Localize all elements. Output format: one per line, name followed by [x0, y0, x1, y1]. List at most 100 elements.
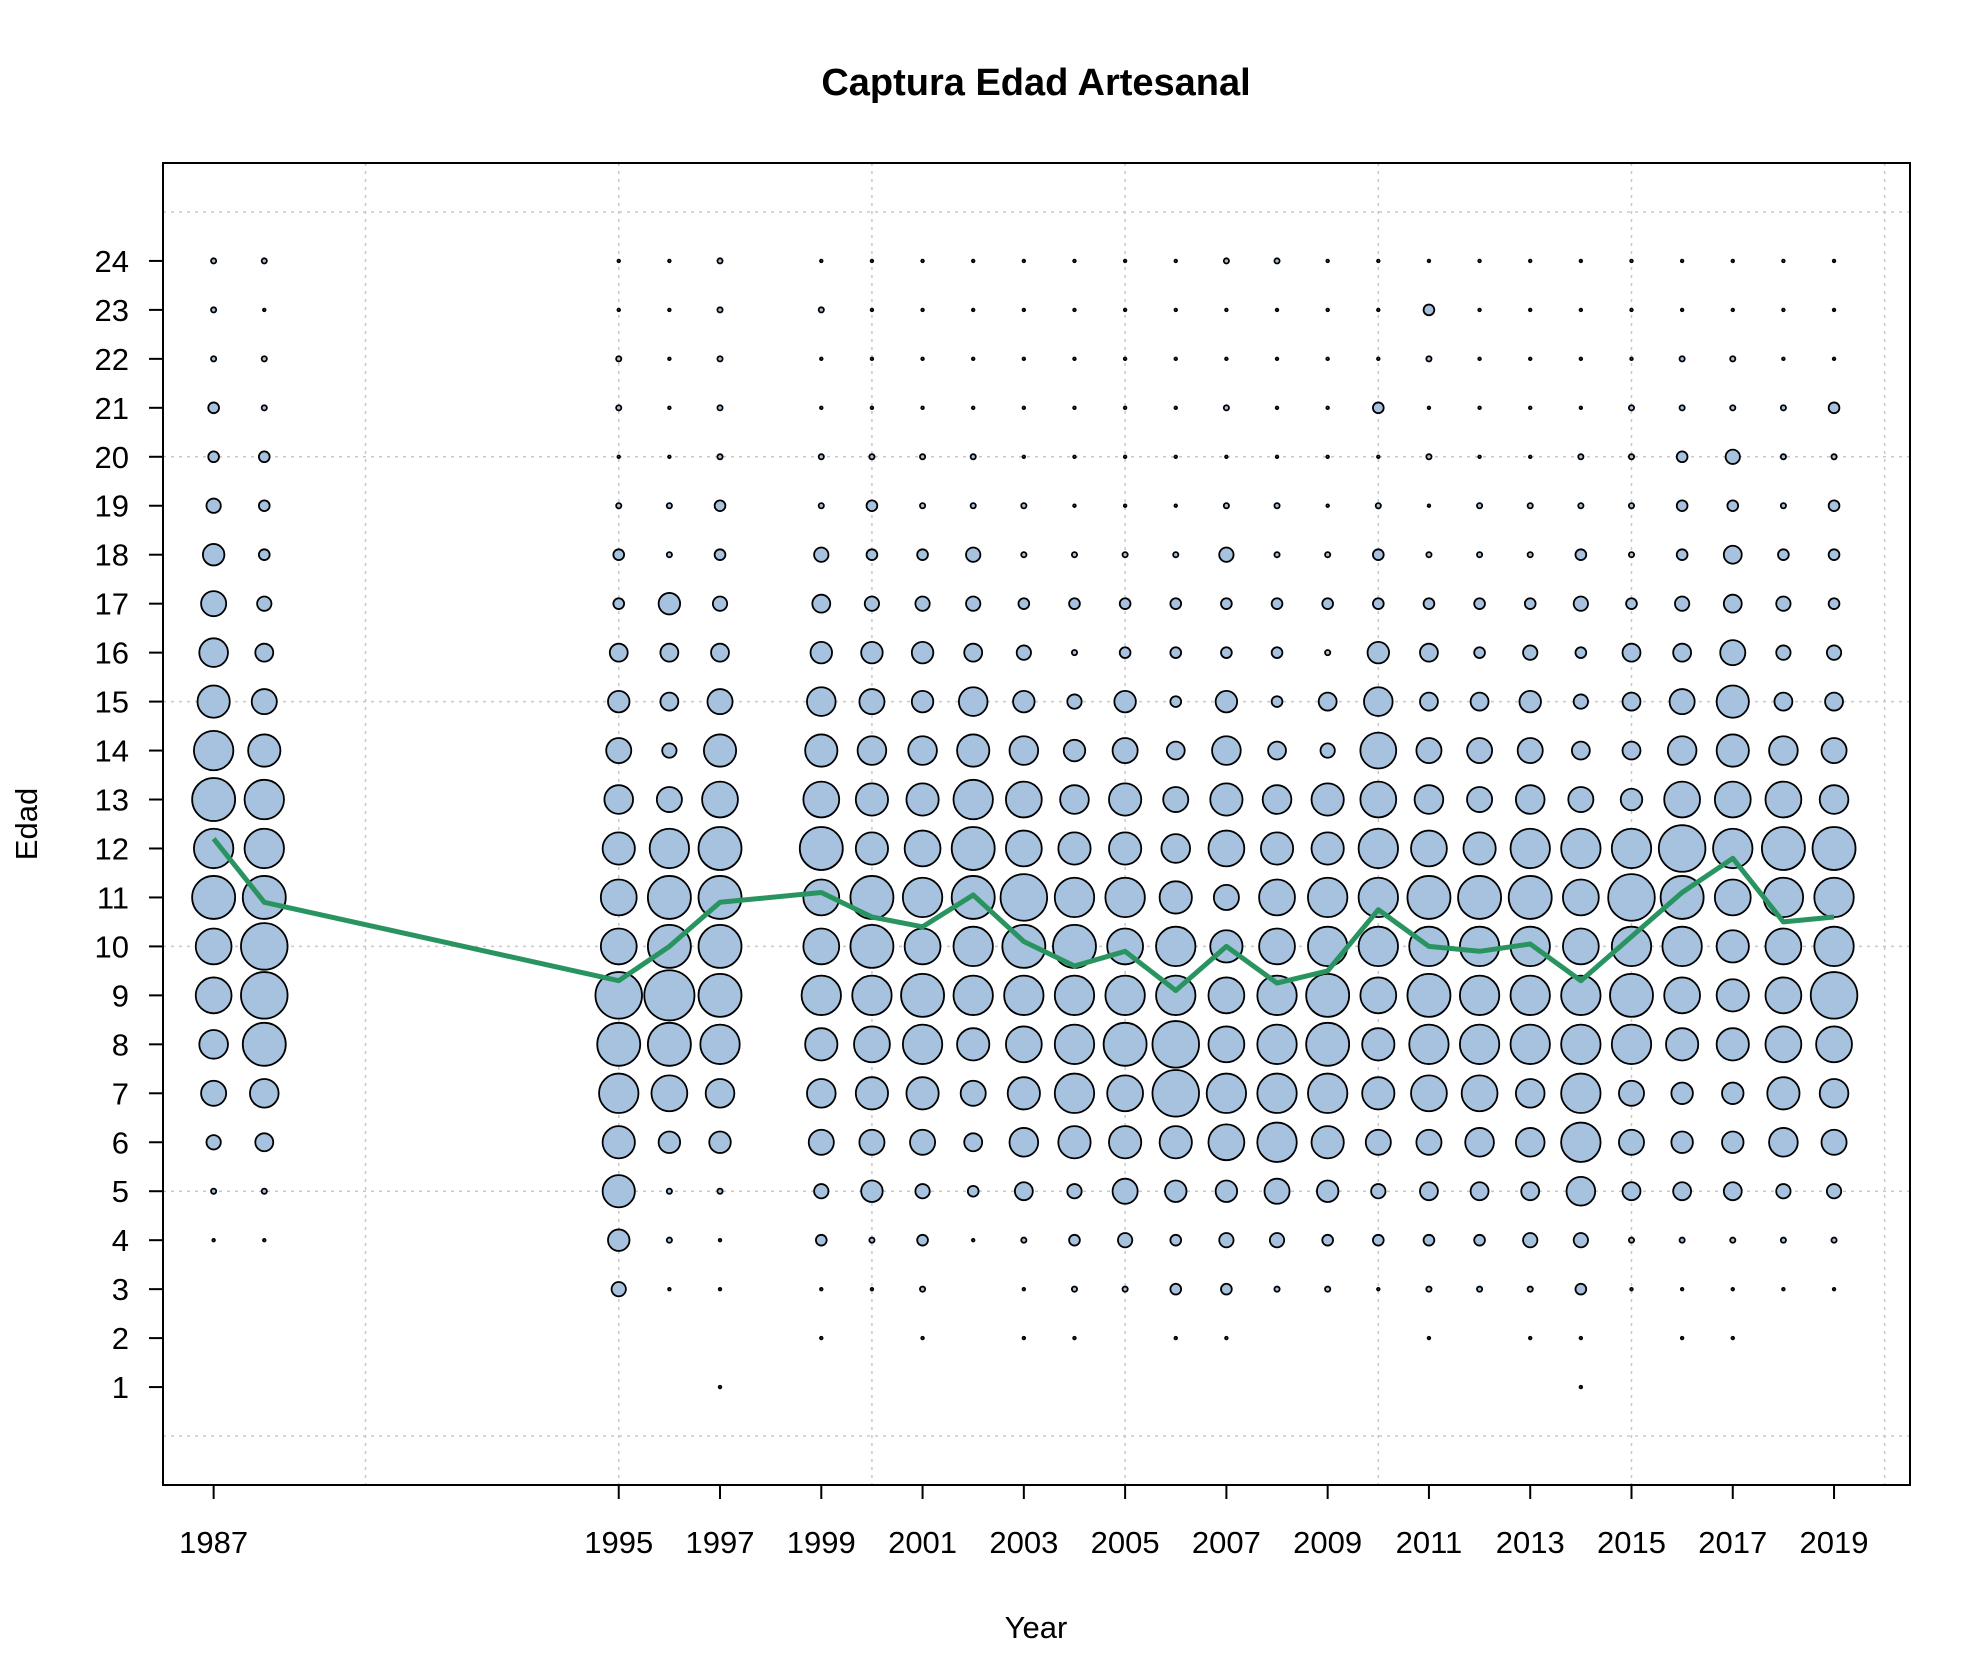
bubble-2014-age-13: [1567, 786, 1595, 813]
bubble-2015-age-21: [1627, 404, 1635, 412]
bubble-1997-age-18: [713, 548, 727, 561]
bubble-2017-age-12: [1712, 827, 1754, 870]
bubble-2015-age-19: [1627, 502, 1635, 510]
bubble-2014-age-1: [1578, 1384, 1584, 1390]
bubble-1987-age-16: [198, 637, 229, 668]
bubble-2003-age-21: [1021, 405, 1027, 411]
plot-frame: [162, 162, 1911, 1486]
bubble-2011-age-18: [1425, 551, 1433, 559]
bubble-2005-age-13: [1108, 782, 1143, 817]
bubble-1987-age-7: [200, 1079, 228, 1107]
bubble-2001-age-15: [910, 689, 935, 714]
bubble-1997-age-14: [702, 733, 738, 768]
bubble-2016-age-15: [1668, 688, 1696, 716]
bubble-2018-age-11: [1762, 876, 1805, 919]
bubble-2009-age-8: [1305, 1021, 1351, 1067]
bubble-1995-age-7: [598, 1072, 640, 1114]
bubble-2003-age-13: [1005, 780, 1043, 819]
x-tick-label: 2013: [1496, 1525, 1565, 1560]
bubble-2008-age-18: [1273, 551, 1281, 559]
bubble-2001-age-20: [919, 453, 927, 461]
bubble-2001-age-22: [920, 356, 925, 362]
bubble-2001-age-12: [903, 829, 942, 868]
bubble-2013-age-22: [1528, 356, 1533, 362]
bubble-1997-age-13: [701, 780, 739, 819]
bubble-2009-age-23: [1325, 307, 1330, 313]
bubble-1996-age-15: [659, 691, 680, 712]
bubble-2014-age-8: [1560, 1023, 1602, 1065]
bubble-1997-age-4: [717, 1237, 723, 1243]
bubble-1999-age-2: [819, 1335, 824, 1341]
bubble-2010-age-23: [1376, 307, 1381, 313]
bubble-2008-age-20: [1274, 454, 1280, 459]
bubble-2008-age-12: [1259, 831, 1295, 866]
bubble-2005-age-23: [1122, 307, 1128, 313]
bubble-2003-age-15: [1012, 689, 1036, 714]
bubble-2008-age-16: [1270, 646, 1284, 659]
bubble-2006-age-22: [1173, 356, 1178, 362]
bubble-2003-age-14: [1008, 735, 1040, 766]
bubble-2010-age-6: [1364, 1128, 1392, 1156]
bubble-2006-age-14: [1165, 740, 1186, 761]
bubble-2001-age-18: [916, 548, 929, 561]
bubble-2000-age-23: [869, 307, 875, 313]
bubble-2005-age-8: [1102, 1021, 1148, 1067]
bubble-2002-age-13: [952, 778, 994, 821]
bubble-2019-age-9: [1809, 971, 1859, 1020]
bubble-2000-age-5: [860, 1179, 884, 1203]
bubble-2010-age-8: [1361, 1027, 1396, 1062]
bubble-2001-age-14: [907, 735, 938, 766]
bubble-2014-age-5: [1565, 1175, 1597, 1207]
bubble-2004-age-18: [1070, 551, 1078, 559]
bubble-2003-age-9: [1003, 974, 1045, 1016]
bubble-1995-age-12: [601, 831, 636, 866]
bubble-1999-age-23: [817, 306, 825, 314]
bubble-2003-age-8: [1005, 1025, 1043, 1064]
bubble-1996-age-19: [665, 502, 673, 510]
bubble-2011-age-7: [1410, 1074, 1448, 1113]
bubble-2000-age-13: [854, 782, 889, 817]
x-axis: 1987 1995 1997 1999 2001 2003 2005 2007 2009 2011…: [179, 1485, 1869, 1560]
bubble-1987-age-13: [191, 777, 237, 822]
bubble-1999-age-15: [806, 686, 837, 717]
bubble-2001-age-11: [901, 876, 944, 919]
bubble-2012-age-6: [1464, 1127, 1495, 1158]
bubble-2009-age-4: [1321, 1233, 1334, 1247]
bubble-1988-age-8: [241, 1021, 287, 1067]
bubble-2005-age-17: [1118, 597, 1132, 610]
bubble-2000-age-24: [869, 258, 875, 264]
y-tick-label: 21: [95, 391, 129, 426]
bubble-2017-age-15: [1715, 684, 1750, 719]
bubble-2006-age-15: [1169, 695, 1183, 708]
bubble-1987-age-5: [210, 1187, 218, 1195]
bubble-1987-age-24: [210, 257, 218, 265]
bubble-2019-age-21: [1827, 401, 1841, 415]
bubble-2014-age-2: [1578, 1335, 1584, 1341]
x-tick-label: 2005: [1091, 1525, 1160, 1560]
bubble-1997-age-11: [697, 875, 743, 920]
bubble-2019-age-20: [1830, 453, 1838, 461]
bubble-2014-age-24: [1578, 258, 1584, 264]
bubble-1988-age-10: [240, 922, 289, 971]
bubble-2013-age-23: [1528, 307, 1533, 313]
bubble-2012-age-23: [1477, 307, 1482, 313]
bubble-2004-age-4: [1068, 1233, 1081, 1247]
bubble-2002-age-19: [969, 502, 977, 510]
bubble-2016-age-12: [1657, 824, 1707, 873]
bubble-2007-age-16: [1220, 646, 1233, 659]
bubble-2012-age-11: [1457, 875, 1502, 920]
bubble-1987-age-10: [194, 927, 233, 966]
bubble-2017-age-23: [1730, 307, 1735, 313]
bubble-2009-age-15: [1317, 691, 1338, 712]
bubble-2016-age-7: [1670, 1081, 1694, 1105]
bubble-2015-age-15: [1621, 691, 1642, 712]
bubble-2006-age-4: [1169, 1233, 1183, 1247]
bubble-1987-age-15: [196, 684, 231, 719]
bubble-2011-age-4: [1422, 1233, 1436, 1247]
bubble-2012-age-13: [1466, 786, 1494, 813]
bubble-2018-age-10: [1764, 927, 1803, 966]
bubble-2005-age-9: [1104, 974, 1146, 1016]
bubble-2009-age-7: [1307, 1072, 1349, 1114]
bubble-2017-age-4: [1729, 1236, 1737, 1244]
bubble-2015-age-13: [1619, 787, 1644, 812]
